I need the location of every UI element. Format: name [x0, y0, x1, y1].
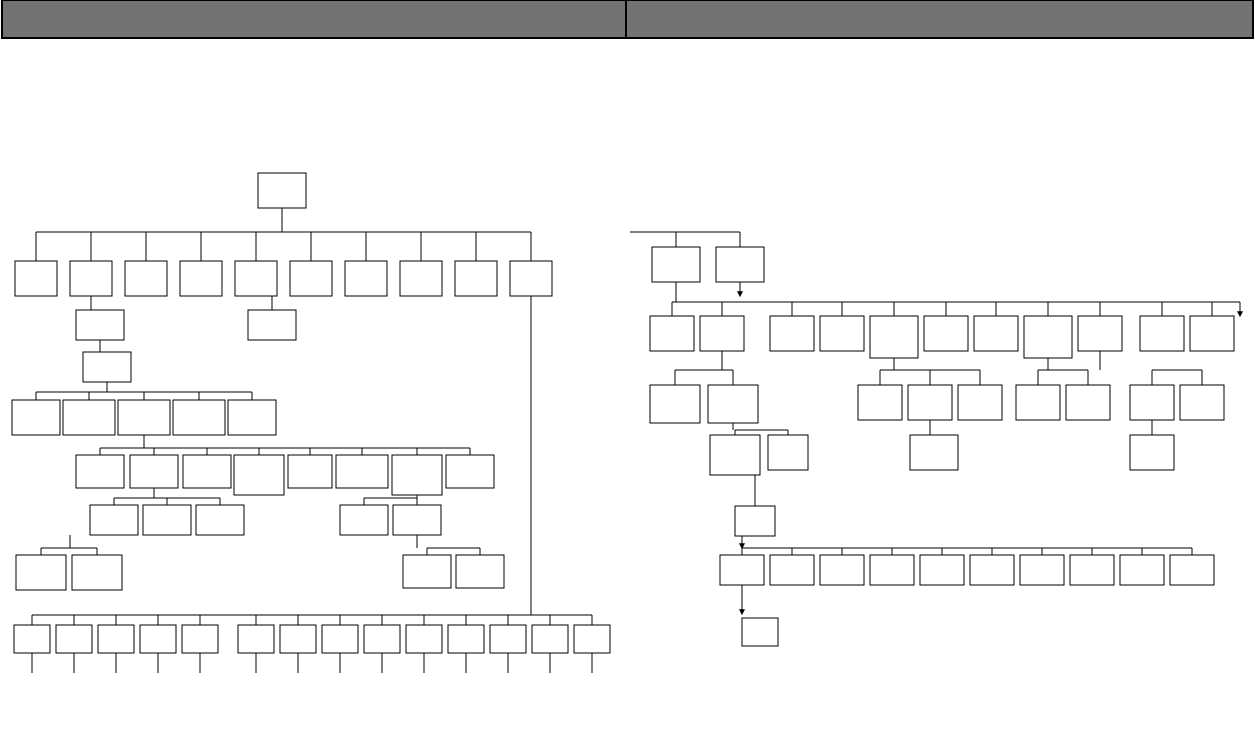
left-node-L_r6_2: [403, 555, 451, 588]
left-node-L_r1_5: [290, 261, 332, 296]
left-node-L_r7_5: [238, 625, 274, 653]
left-node-L_r5_4: [393, 505, 441, 535]
left-node-L_r1_4: [235, 261, 277, 296]
left-node-L_r1_3: [180, 261, 222, 296]
left-node-L_root: [258, 173, 306, 208]
left-node-L_r1b_0: [76, 310, 124, 340]
left-node-L_r2_0: [83, 352, 131, 382]
right-node-R_r2_1: [708, 385, 758, 423]
header-cell-1: [626, 0, 1253, 38]
right-node-R_r1_8: [1078, 316, 1122, 351]
right-node-R_r2_0: [650, 385, 700, 423]
left-node-L_r7_3: [140, 625, 176, 653]
right-node-R_r5_0: [720, 555, 764, 585]
right-node-R_r3_3: [1130, 435, 1174, 470]
left-node-L_r1_1: [70, 261, 112, 296]
right-node-R_r1_7: [1024, 316, 1072, 358]
left-node-L_r1_0: [15, 261, 57, 296]
left-node-L_r3_0: [12, 400, 60, 435]
right-node-R_r5_2: [820, 555, 864, 585]
right-node-R_r1_1: [700, 316, 744, 351]
right-node-R_r1_3: [820, 316, 864, 351]
right-node-R_r5_7: [1070, 555, 1114, 585]
left-node-L_r4_1: [130, 455, 178, 488]
diagram-canvas: [0, 0, 1255, 750]
left-node-L_r7_9: [406, 625, 442, 653]
left-node-L_r7_7: [322, 625, 358, 653]
left-node-L_r7_4: [182, 625, 218, 653]
right-node-R_r1_0: [650, 316, 694, 351]
right-node-R_r5_3: [870, 555, 914, 585]
right-node-R_r1_4: [870, 316, 918, 358]
right-node-R_r6_0: [742, 618, 778, 646]
right-node-R_r2_6: [1066, 385, 1110, 420]
left-node-L_r1_2: [125, 261, 167, 296]
left-node-L_r4_4: [288, 455, 332, 488]
right-node-R_r4_0: [735, 506, 775, 536]
right-node-R_r2_3: [908, 385, 952, 420]
right-node-R_r3_2: [910, 435, 958, 470]
left-node-L_r1_8: [455, 261, 497, 296]
left-node-L_r1b_1: [248, 310, 296, 340]
left-node-L_r4_5: [336, 455, 388, 488]
right-node-R_r1_5: [924, 316, 968, 351]
left-node-L_r7_11: [490, 625, 526, 653]
left-node-L_r7_0: [14, 625, 50, 653]
right-node-R_r1_6: [974, 316, 1018, 351]
right-node-R_r5_4: [920, 555, 964, 585]
right-node-R_r2_2: [858, 385, 902, 420]
left-node-L_r7_6: [280, 625, 316, 653]
right-node-R_r2_5: [1016, 385, 1060, 420]
left-node-L_r7_2: [98, 625, 134, 653]
right-node-R_r1_9: [1140, 316, 1184, 351]
left-node-L_r5_0: [90, 505, 138, 535]
left-node-L_r6_3: [456, 555, 504, 588]
left-node-L_r4_3: [234, 455, 284, 495]
left-node-L_r3_2: [118, 400, 170, 435]
right-node-R_r5_6: [1020, 555, 1064, 585]
left-node-L_r1_7: [400, 261, 442, 296]
left-node-L_r7_13: [574, 625, 610, 653]
left-node-L_r5_1: [143, 505, 191, 535]
left-node-L_r5_3: [340, 505, 388, 535]
left-node-L_r6_0: [16, 555, 66, 590]
right-node-R_r2_7: [1130, 385, 1174, 420]
left-node-L_r4_2: [183, 455, 231, 488]
right-node-R_r2_8: [1180, 385, 1224, 420]
right-node-R_r1_2: [770, 316, 814, 351]
left-node-L_r7_12: [532, 625, 568, 653]
left-node-L_r3_4: [228, 400, 276, 435]
right-node-R_r5_5: [970, 555, 1014, 585]
left-node-L_r4_7: [446, 455, 494, 488]
left-node-L_r5_2: [196, 505, 244, 535]
header-cell-0: [2, 0, 626, 38]
left-node-L_r7_8: [364, 625, 400, 653]
right-node-R_r5_8: [1120, 555, 1164, 585]
right-node-R_r0_1: [716, 247, 764, 282]
right-node-R_r1_10: [1190, 316, 1234, 351]
right-node-R_r5_9: [1170, 555, 1214, 585]
left-node-L_r1_6: [345, 261, 387, 296]
right-node-R_r3_1: [768, 435, 808, 470]
left-node-L_r4_0: [76, 455, 124, 488]
left-node-L_r1_9: [510, 261, 552, 296]
right-node-R_r2_4: [958, 385, 1002, 420]
right-node-R_r5_1: [770, 555, 814, 585]
left-node-L_r4_6: [392, 455, 442, 495]
left-node-L_r6_1: [72, 555, 122, 590]
right-node-R_r3_0: [710, 435, 760, 475]
left-node-L_r7_10: [448, 625, 484, 653]
right-node-R_r0_0: [652, 247, 700, 282]
left-node-L_r3_1: [63, 400, 115, 435]
left-node-L_r7_1: [56, 625, 92, 653]
left-node-L_r3_3: [173, 400, 225, 435]
